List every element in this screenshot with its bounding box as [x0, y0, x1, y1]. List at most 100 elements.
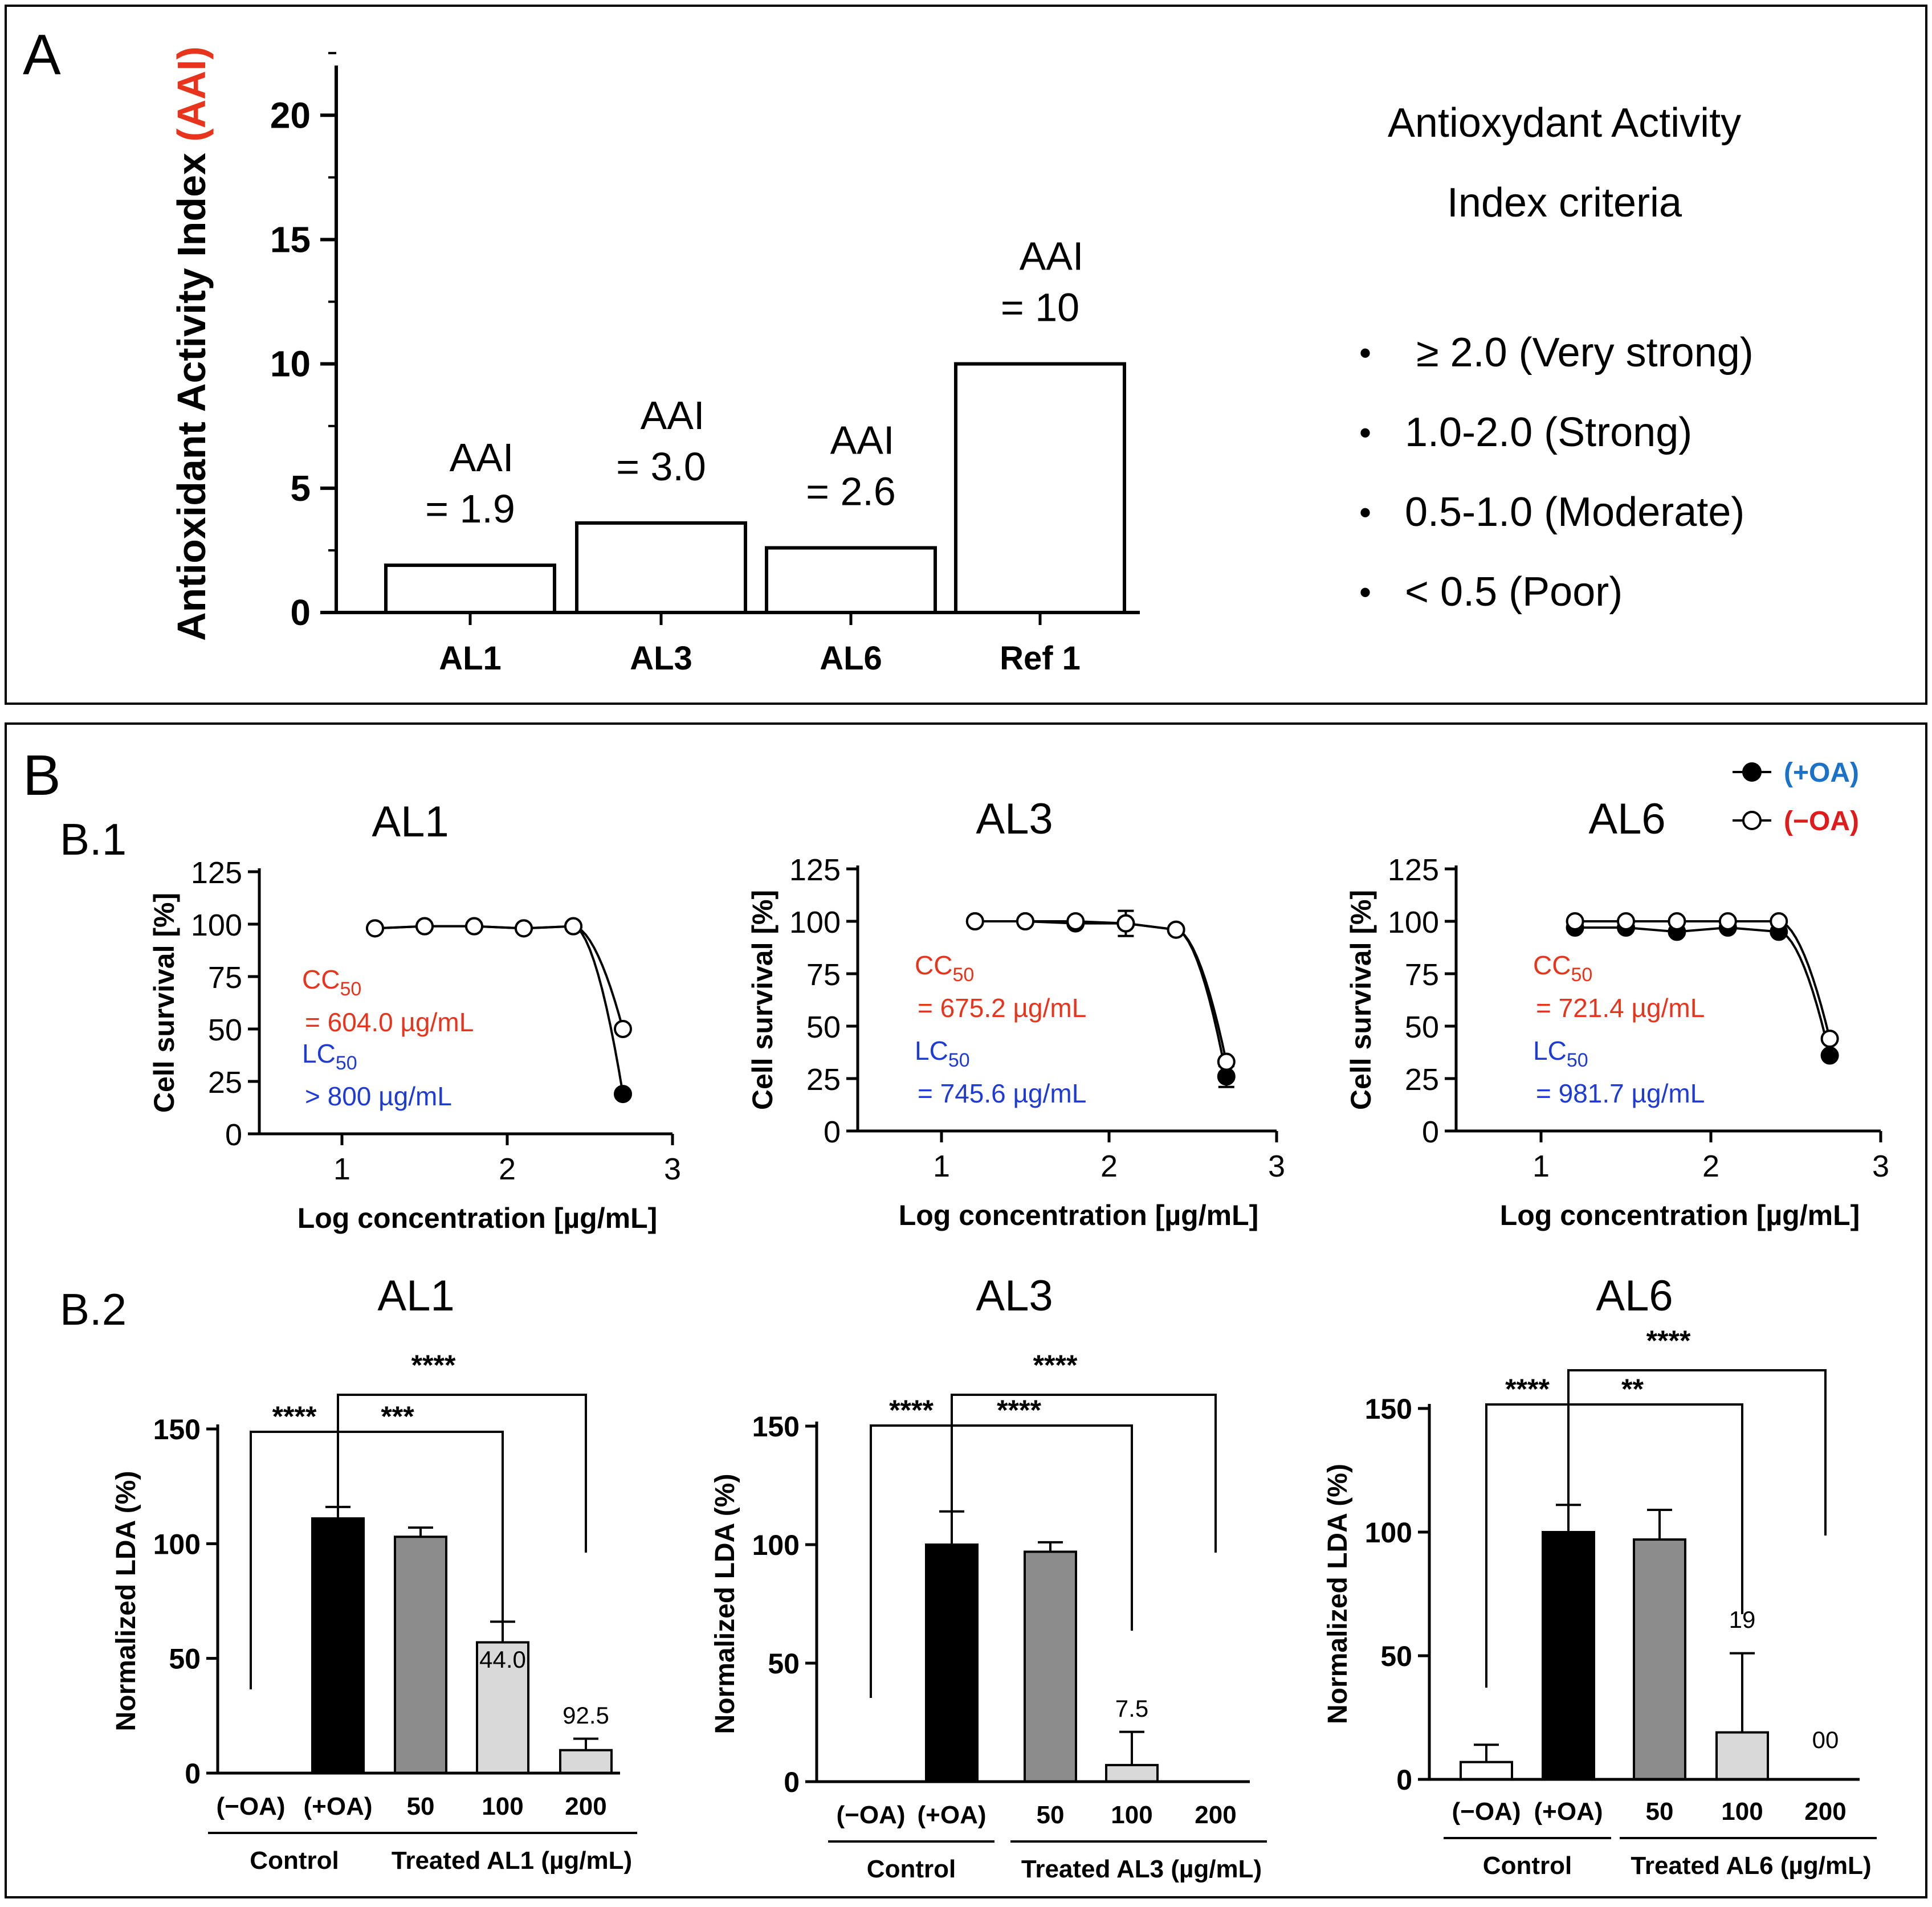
lda-value-label: 00	[1812, 1726, 1839, 1753]
lda-bar	[1715, 1731, 1769, 1781]
dose-ytick-label: 25	[208, 1065, 242, 1100]
axis-a-ylabel-aai: (AAI)	[169, 46, 214, 141]
lc50-label-part: 50	[336, 1052, 357, 1074]
lc50-label-part: 50	[1567, 1050, 1588, 1071]
dose-chart-title: AL1	[372, 798, 449, 846]
data-point-minus-oa	[1820, 1030, 1839, 1048]
panel-b-frame	[5, 722, 1927, 1898]
lda-category-label: (+OA)	[918, 1801, 987, 1829]
lda-ylabel: Normalized LDA (%)	[710, 1474, 740, 1734]
axis-a-ylabel: Antioxidant Activity Index (AAI)	[169, 46, 214, 641]
lda-category-label: 50	[1646, 1798, 1674, 1826]
aai-label: AAI	[450, 435, 514, 480]
cc50-label-part: CC	[1533, 950, 1571, 980]
dose-ytick-label: 50	[806, 1010, 841, 1044]
data-point-minus-oa	[1718, 912, 1737, 930]
dose-ytick-label: 25	[806, 1063, 841, 1097]
bar-a-al6	[765, 546, 937, 615]
data-point-minus-oa	[366, 919, 384, 938]
cc50-label-value: = 721.4 µg/mL	[1536, 993, 1705, 1023]
lda-ytick-label: 50	[1380, 1640, 1412, 1672]
lda-category-label: 100	[1111, 1801, 1152, 1829]
axis-a-ylabel-text: Antioxidant Activity Index	[169, 142, 214, 641]
criteria-item-strong: 1.0-2.0 (Strong)	[1405, 410, 1692, 455]
cc50-label-part: 50	[340, 978, 361, 1000]
lda-bar	[1024, 1550, 1077, 1783]
lc50-label-part: 50	[948, 1050, 970, 1071]
cc50-label: CC50	[915, 950, 974, 986]
lda-ytick-label: 0	[1396, 1764, 1412, 1796]
sig-stars-200: ****	[1646, 1325, 1691, 1357]
sig-stars-100: **	[1621, 1373, 1644, 1405]
lda-category-label: (+OA)	[1534, 1798, 1603, 1826]
data-point-minus-oa	[1167, 920, 1185, 939]
dose-ytick-label: 125	[1388, 853, 1439, 887]
dose-ytick-label: 0	[824, 1115, 841, 1149]
aai-value: = 10	[1001, 285, 1079, 330]
criteria-item-very-strong: ≥ 2.0 (Very strong)	[1416, 330, 1754, 375]
data-point-minus-oa	[1617, 912, 1635, 930]
cc50-label-value: = 675.2 µg/mL	[918, 993, 1086, 1023]
legend-open-circle-icon	[1742, 811, 1762, 830]
dose-ylabel: Cell survival [%]	[148, 893, 180, 1113]
b2-label: B.2	[60, 1284, 127, 1334]
dose-chart-title: AL6	[1588, 795, 1665, 843]
lda-bar	[1633, 1538, 1686, 1781]
panel-b-label: B	[23, 744, 61, 807]
lc50-label-value: > 800 µg/mL	[305, 1081, 452, 1111]
cc50-label: CC50	[1533, 950, 1592, 986]
lda-ytick-label: 100	[153, 1528, 201, 1560]
lda-value-label: 44.0	[479, 1646, 526, 1673]
lc50-label: LC50	[915, 1036, 970, 1071]
legend-minus-oa: (−OA)	[1784, 806, 1859, 836]
dose-ytick-label: 100	[1388, 905, 1439, 940]
lc50-label: LC50	[302, 1039, 357, 1074]
lc50-label-value: = 981.7 µg/mL	[1536, 1079, 1705, 1108]
data-point-minus-oa	[1217, 1052, 1236, 1071]
fit-curve-plus-oa	[1575, 926, 1831, 1056]
group-label-control: Control	[1483, 1852, 1572, 1880]
sig-stars-100: ***	[381, 1400, 414, 1432]
dose-xlabel: Log concentration [µg/mL]	[1500, 1199, 1860, 1231]
lda-category-label: 200	[565, 1792, 606, 1820]
data-point-minus-oa	[1116, 914, 1135, 933]
sig-stars-100: ****	[997, 1394, 1041, 1426]
axis-a-category-label: AL1	[439, 640, 502, 677]
dose-xtick-label: 1	[1532, 1149, 1550, 1183]
lda-ytick-label: 50	[768, 1648, 800, 1680]
lda-value-label: 92.5	[563, 1702, 609, 1729]
aai-label: AAI	[641, 393, 705, 438]
lda-ytick-label: 50	[169, 1643, 201, 1675]
aai-label: AAI	[1020, 234, 1084, 279]
dose-ytick-label: 0	[225, 1118, 242, 1152]
bar-a-al3	[575, 521, 747, 615]
lda-value-label: 7.5	[1115, 1695, 1148, 1722]
fit-curve-minus-oa	[1575, 920, 1831, 1039]
lda-category-label: (−OA)	[217, 1792, 286, 1820]
axis-a-tick-label: 20	[270, 95, 311, 136]
dose-ytick-label: 50	[208, 1013, 242, 1047]
bar-a-ref-1	[954, 362, 1126, 614]
panel-a-frame	[5, 5, 1927, 705]
dose-xlabel: Log concentration [µg/mL]	[297, 1202, 658, 1234]
dose-ytick-label: 125	[191, 856, 242, 890]
lda-chart-title: AL1	[377, 1272, 454, 1320]
dose-xtick-label: 1	[333, 1152, 350, 1186]
data-point-minus-oa	[415, 917, 434, 936]
lc50-label-part: LC	[915, 1036, 948, 1065]
dose-xtick-label: 3	[664, 1152, 681, 1186]
dose-xtick-label: 2	[1702, 1149, 1719, 1183]
sig-stars-200: ****	[411, 1349, 456, 1381]
dose-chart-title: AL3	[976, 795, 1053, 843]
lda-bar	[1105, 1763, 1159, 1783]
lc50-label-part: LC	[302, 1039, 336, 1068]
lda-category-label: (−OA)	[1452, 1798, 1521, 1826]
data-point-minus-oa	[1770, 912, 1788, 930]
sig-bracket-100	[1567, 1403, 1743, 1614]
data-point-minus-oa	[564, 917, 582, 936]
lda-ytick-label: 0	[784, 1766, 800, 1798]
cc50-label-part: 50	[952, 964, 974, 986]
aai-value: = 2.6	[806, 469, 896, 514]
cc50-label-part: 50	[1571, 964, 1592, 986]
